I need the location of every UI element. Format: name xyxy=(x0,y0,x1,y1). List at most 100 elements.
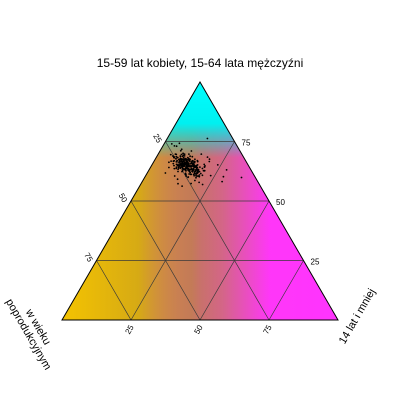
data-point xyxy=(178,142,181,145)
left-axis-title: w wieku poprodukcyjnym xyxy=(3,291,64,372)
data-point xyxy=(173,164,175,167)
data-point xyxy=(216,164,219,166)
data-point xyxy=(179,158,182,161)
data-point xyxy=(184,168,187,171)
data-point xyxy=(189,168,192,171)
grid-line-left-50 xyxy=(130,200,201,321)
data-point xyxy=(192,169,195,172)
data-point xyxy=(203,169,206,172)
data-point xyxy=(169,153,172,156)
data-point xyxy=(178,165,180,168)
data-point xyxy=(188,153,190,156)
data-point xyxy=(187,162,190,165)
data-point xyxy=(192,173,195,176)
tick-top-75: 75 xyxy=(242,139,251,148)
data-point xyxy=(181,185,184,188)
data-point xyxy=(203,163,206,166)
data-point xyxy=(194,179,196,182)
data-point xyxy=(177,182,179,185)
data-point xyxy=(194,172,196,175)
data-point xyxy=(174,153,177,156)
data-point xyxy=(189,171,192,174)
data-point xyxy=(240,176,243,179)
data-point xyxy=(188,158,191,161)
data-point xyxy=(196,170,199,173)
data-point xyxy=(187,167,190,170)
data-point xyxy=(196,166,199,169)
data-point xyxy=(175,145,178,148)
data-point xyxy=(173,156,176,159)
data-point xyxy=(185,165,187,168)
data-point xyxy=(175,155,178,158)
data-point xyxy=(193,160,196,163)
data-point xyxy=(195,165,198,168)
data-point xyxy=(183,155,186,157)
data-point xyxy=(206,156,209,159)
data-point xyxy=(196,164,199,166)
data-point xyxy=(177,164,180,166)
data-point xyxy=(195,173,198,176)
data-point xyxy=(173,175,176,177)
tick-bottom-25: 25 xyxy=(123,323,136,336)
data-point xyxy=(175,167,178,170)
data-point xyxy=(170,160,173,163)
data-point xyxy=(181,162,184,164)
data-point xyxy=(196,171,198,174)
data-point xyxy=(198,174,201,176)
data-point xyxy=(196,159,199,162)
data-point xyxy=(189,160,191,163)
data-point xyxy=(178,161,180,164)
data-point xyxy=(200,153,203,156)
data-point xyxy=(183,153,186,156)
data-point xyxy=(193,174,196,177)
data-point xyxy=(181,169,184,172)
data-point xyxy=(222,175,225,178)
tick-bottom-50: 50 xyxy=(192,323,205,336)
data-point xyxy=(179,155,182,158)
data-point xyxy=(201,167,204,170)
data-point xyxy=(190,161,193,164)
data-point xyxy=(225,169,228,171)
data-points xyxy=(164,137,243,188)
tick-left-25: 25 xyxy=(151,132,164,145)
data-point xyxy=(195,176,197,179)
data-point xyxy=(181,155,184,158)
data-point xyxy=(189,162,192,165)
data-point xyxy=(194,169,197,172)
data-point xyxy=(180,164,183,166)
data-point xyxy=(180,153,183,156)
data-point xyxy=(189,173,192,176)
data-point xyxy=(179,167,182,170)
data-point xyxy=(191,155,194,158)
triangle-outline xyxy=(61,81,339,321)
data-point xyxy=(189,155,192,158)
data-point xyxy=(180,158,183,160)
data-point xyxy=(170,143,173,145)
data-point xyxy=(191,159,194,162)
tick-left-75: 75 xyxy=(82,251,95,264)
data-point xyxy=(176,178,179,181)
tick-top-50: 50 xyxy=(276,198,285,207)
data-point xyxy=(196,168,199,171)
data-point xyxy=(179,149,182,152)
data-point xyxy=(176,159,179,162)
data-point xyxy=(221,180,224,183)
data-point xyxy=(186,158,189,161)
data-point xyxy=(173,145,176,147)
data-point xyxy=(168,161,170,164)
right-axis-title: 14 lat i mniej xyxy=(337,287,378,346)
tick-bottom-75: 75 xyxy=(261,323,274,336)
data-point xyxy=(180,148,183,151)
data-point xyxy=(168,166,170,169)
data-point xyxy=(172,160,175,163)
data-point xyxy=(206,137,209,140)
data-point xyxy=(182,165,184,168)
data-point xyxy=(173,167,176,170)
data-point xyxy=(208,158,211,161)
data-point xyxy=(209,174,212,177)
data-point xyxy=(172,162,175,165)
data-point xyxy=(175,163,178,166)
data-point xyxy=(190,150,193,152)
grid-line-right-50 xyxy=(199,200,270,321)
